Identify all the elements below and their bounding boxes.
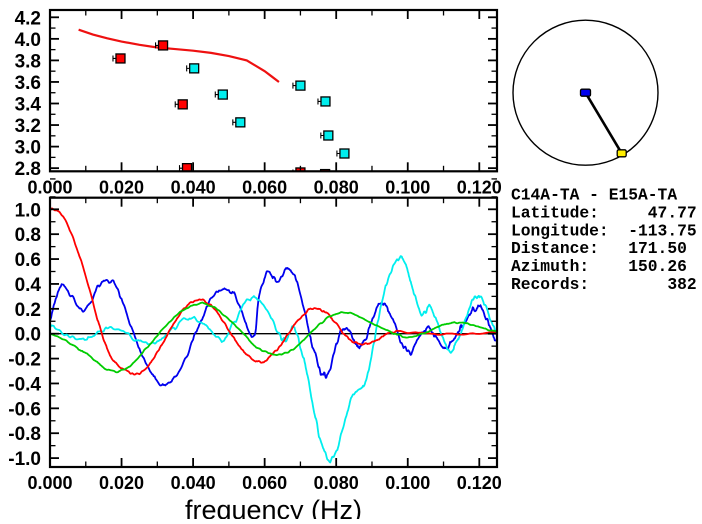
svg-text:C14A-TA - E15A-TA: C14A-TA - E15A-TA (511, 186, 677, 205)
svg-text:3.6: 3.6 (15, 73, 41, 94)
svg-text:Records: 382: Records: 382 (511, 275, 697, 294)
svg-text:0.8: 0.8 (15, 225, 41, 246)
svg-text:-0.8: -0.8 (8, 424, 41, 445)
svg-text:4.0: 4.0 (15, 30, 41, 51)
svg-text:0.120: 0.120 (457, 177, 502, 197)
svg-text:0.040: 0.040 (171, 177, 216, 197)
svg-text:0.2: 0.2 (15, 300, 41, 321)
svg-text:0.020: 0.020 (99, 177, 144, 197)
svg-text:-0.4: -0.4 (8, 374, 41, 395)
svg-text:Longitude: -113.75: Longitude: -113.75 (511, 221, 697, 240)
svg-text:3.8: 3.8 (15, 51, 41, 72)
svg-text:Distance: 171.50: Distance: 171.50 (511, 239, 687, 258)
svg-text:-0.6: -0.6 (8, 399, 41, 420)
svg-text:0.000: 0.000 (27, 473, 72, 493)
svg-text:0.120: 0.120 (457, 473, 502, 493)
svg-text:0.0: 0.0 (15, 325, 41, 346)
svg-text:-0.2: -0.2 (8, 350, 41, 371)
svg-text:3.4: 3.4 (15, 95, 42, 116)
svg-text:0.060: 0.060 (242, 473, 287, 493)
svg-text:0.4: 0.4 (15, 275, 42, 296)
svg-text:0.100: 0.100 (385, 177, 430, 197)
svg-text:0.100: 0.100 (385, 473, 430, 493)
svg-text:0.020: 0.020 (99, 473, 144, 493)
svg-text:1.0: 1.0 (15, 200, 41, 221)
svg-text:0.000: 0.000 (27, 177, 72, 197)
svg-text:Latitude: 47.77: Latitude: 47.77 (511, 203, 697, 222)
svg-text:0.080: 0.080 (314, 177, 359, 197)
svg-text:0.040: 0.040 (171, 473, 216, 493)
svg-text:0.6: 0.6 (15, 250, 41, 271)
svg-text:-1.0: -1.0 (8, 449, 41, 470)
svg-text:3.0: 3.0 (15, 138, 41, 159)
svg-text:0.060: 0.060 (242, 177, 287, 197)
svg-text:Azimuth: 150.26: Azimuth: 150.26 (511, 257, 687, 276)
svg-text:0.080: 0.080 (314, 473, 359, 493)
svg-text:frequency (Hz): frequency (Hz) (185, 495, 362, 519)
svg-text:3.2: 3.2 (15, 116, 41, 137)
svg-text:4.2: 4.2 (15, 8, 41, 29)
